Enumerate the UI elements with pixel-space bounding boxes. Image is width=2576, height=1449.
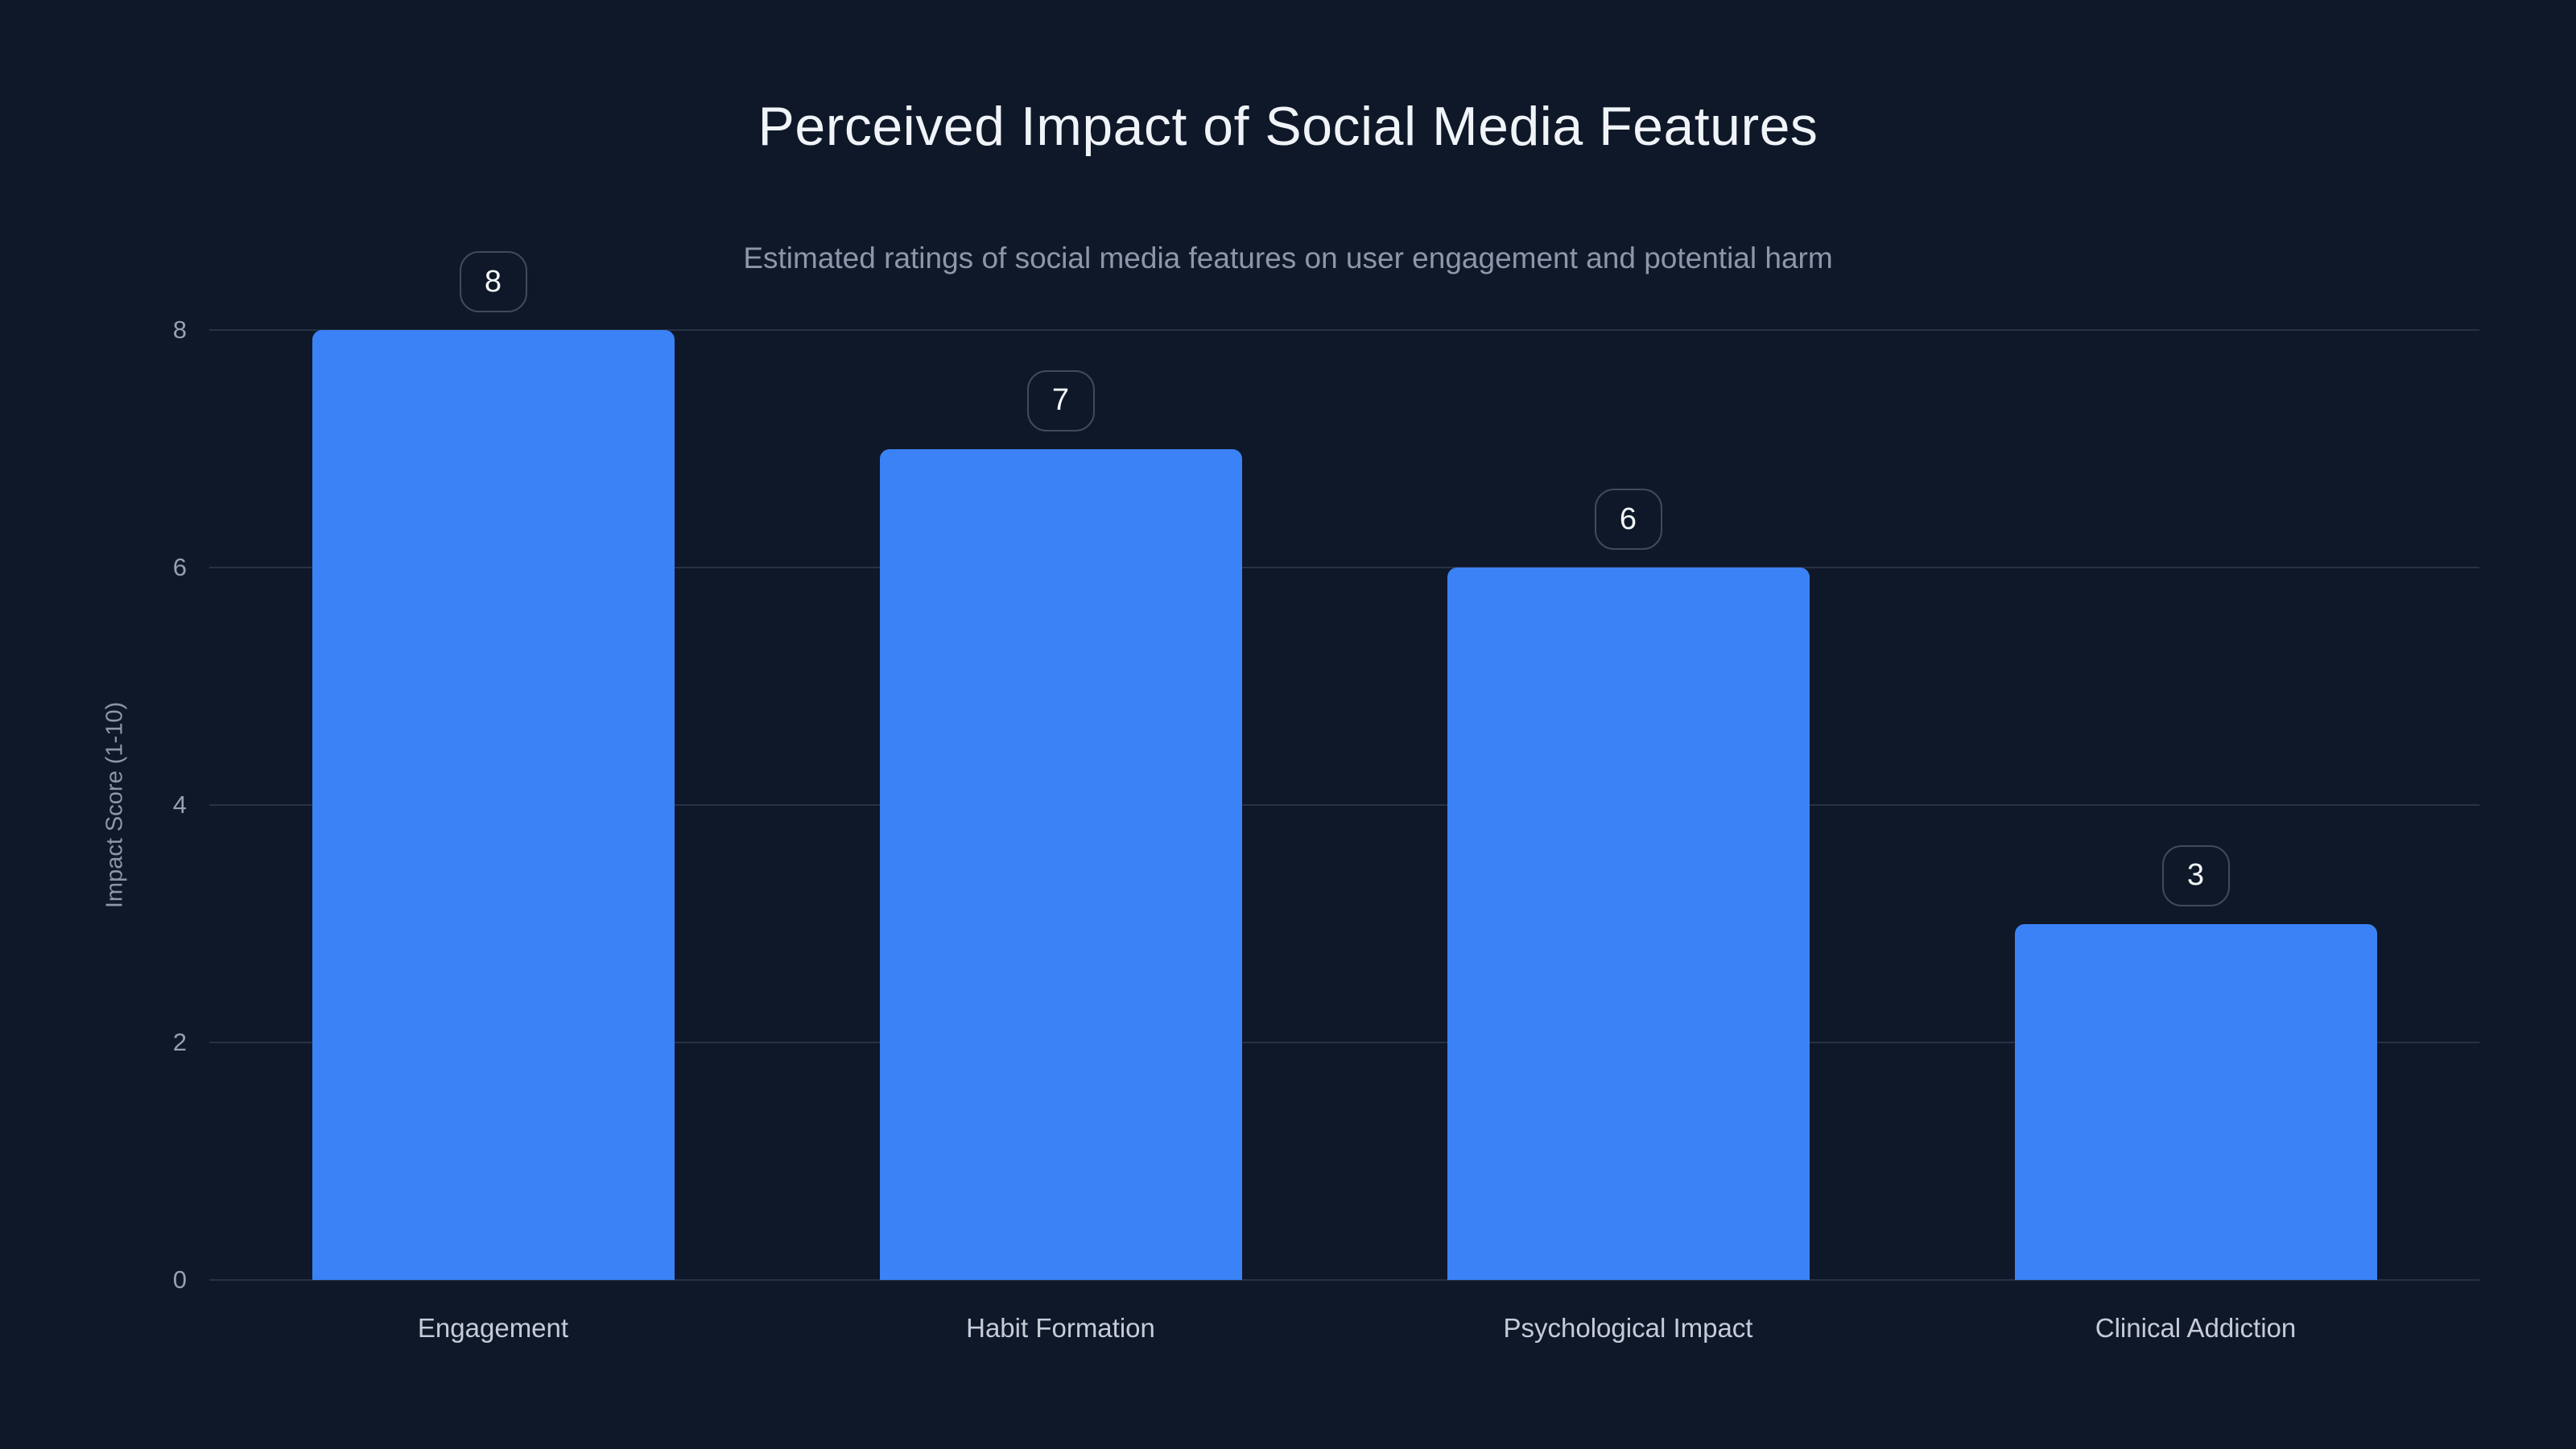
bar-value-badge: 3 [2161, 844, 2230, 906]
y-tick-label: 6 [172, 553, 187, 581]
x-category-label: Engagement [417, 1313, 569, 1343]
chart-subtitle: Estimated ratings of social media featur… [743, 242, 1833, 275]
x-category-label: Clinical Addiction [2095, 1313, 2297, 1343]
bar-value-badge: 6 [1594, 489, 1662, 550]
bar-value-badge: 8 [459, 251, 527, 312]
bar-clinical-addiction[interactable] [2014, 923, 2377, 1280]
y-tick-label: 4 [172, 791, 187, 819]
gridline [209, 804, 2479, 806]
gridline [209, 1279, 2479, 1281]
x-category-label: Psychological Impact [1503, 1313, 1753, 1343]
bar-value-badge: 7 [1026, 369, 1095, 431]
y-tick-label: 2 [172, 1028, 187, 1056]
y-tick-label: 8 [172, 316, 187, 344]
bar-psychological-impact[interactable] [1447, 568, 1810, 1280]
gridline [209, 329, 2479, 331]
gridline [209, 1042, 2479, 1043]
chart-title: Perceived Impact of Social Media Feature… [758, 96, 1818, 157]
y-tick-label: 0 [172, 1265, 187, 1294]
gridline [209, 567, 2479, 568]
bar-habit-formation[interactable] [879, 448, 1242, 1280]
bar-engagement[interactable] [312, 330, 675, 1280]
x-category-label: Habit Formation [966, 1313, 1155, 1343]
